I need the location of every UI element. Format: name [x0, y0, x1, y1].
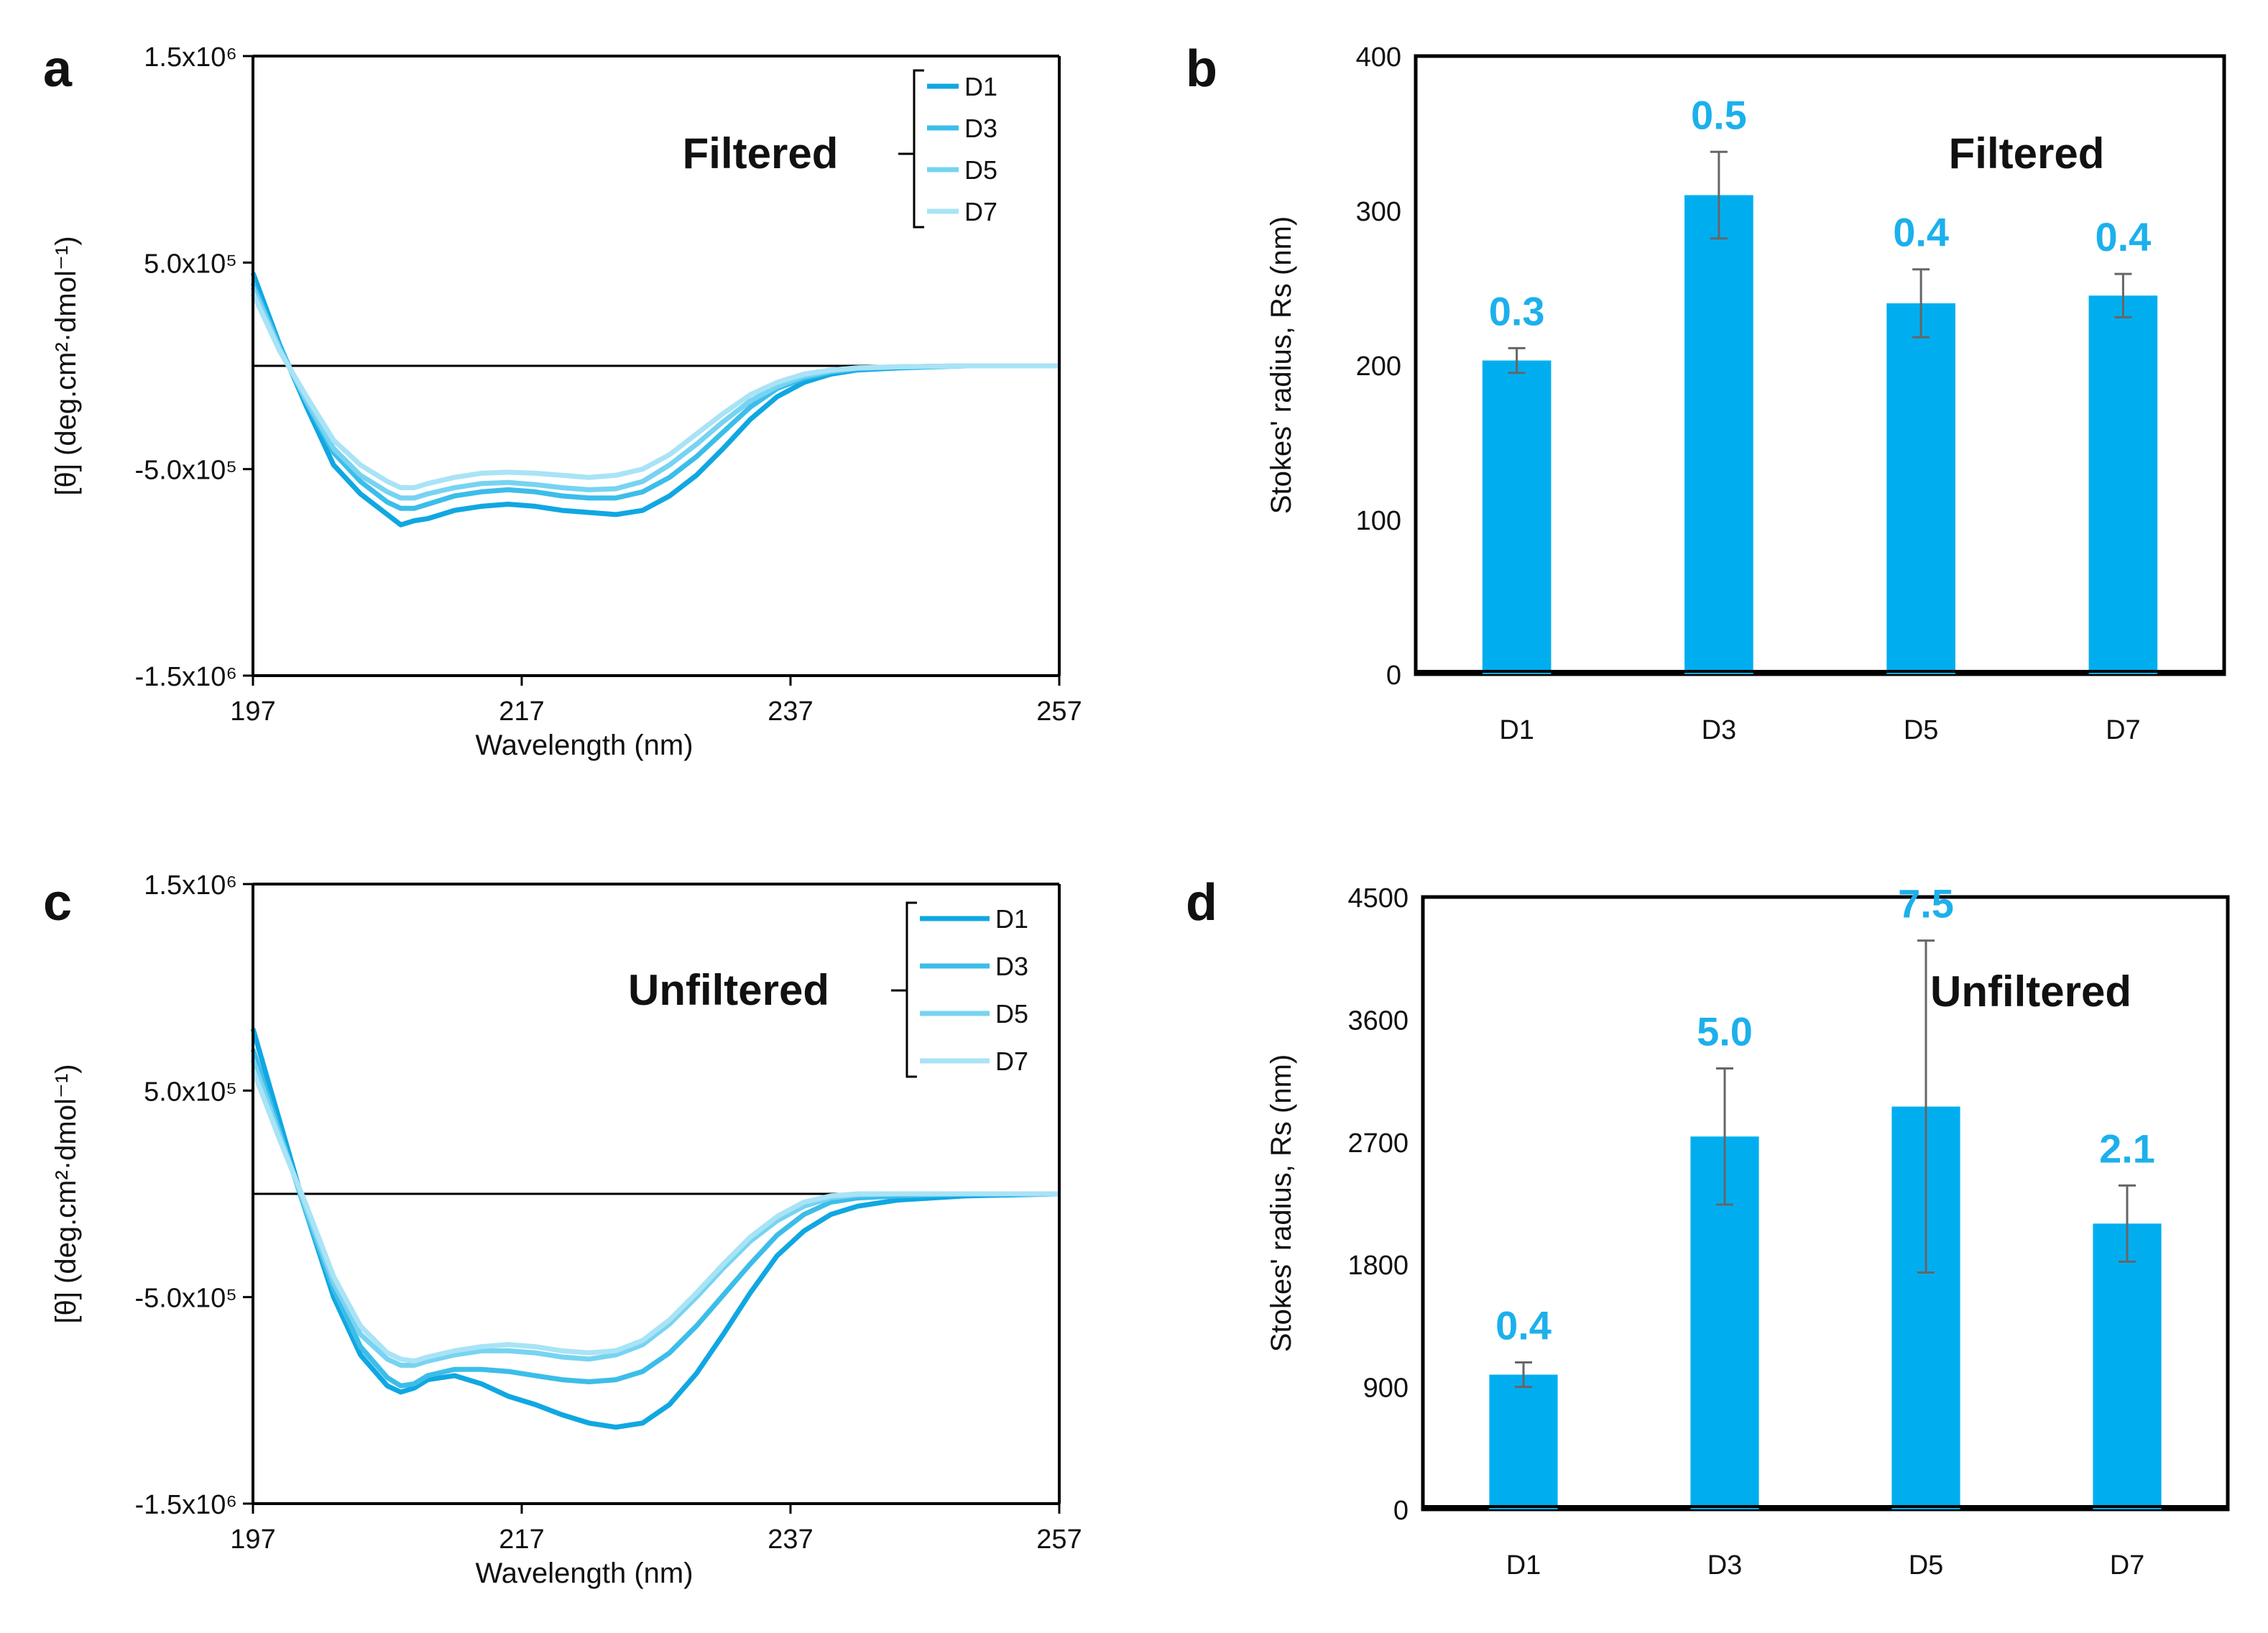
- plot-frame: [1421, 895, 2230, 1512]
- x-tick-label: 197: [230, 1524, 275, 1555]
- bar-value-label: 0.4: [1893, 210, 1949, 255]
- bar-value-label: 0.4: [1495, 1303, 1552, 1348]
- y-tick-label: 2700: [1347, 1128, 1409, 1159]
- y-tick-label: -1.5x10⁶: [135, 1490, 237, 1520]
- bar-value-label: 0.4: [2095, 214, 2151, 259]
- y-tick-label: 200: [1356, 351, 1401, 382]
- y-tick-label: -5.0x10⁵: [135, 456, 238, 486]
- panel-letter: d: [1186, 874, 1217, 932]
- bar-value-label: 0.5: [1691, 92, 1747, 137]
- y-axis-title: [θ] (deg.cm²·dmol⁻¹): [50, 236, 82, 495]
- chart-title: Unfiltered: [628, 966, 829, 1014]
- y-tick-label: -1.5x10⁶: [135, 662, 237, 692]
- chart-a: a 1.5x10⁶ 5.0x10⁵ -5.0x10⁵ -1.5x10⁶ 197 217 237…: [43, 40, 1082, 761]
- x-axis-title: Wavelength (nm): [475, 730, 693, 761]
- bar-d7: [2093, 1223, 2162, 1509]
- bar-value-label: 5.0: [1697, 1009, 1753, 1054]
- y-tick-label: 900: [1363, 1374, 1409, 1404]
- legend-label: D1: [964, 72, 997, 101]
- bar-value-label: 2.1: [2099, 1126, 2155, 1171]
- series-line-d5: [250, 286, 1059, 501]
- y-tick-label: 4500: [1347, 883, 1409, 914]
- y-tick-label: 1.5x10⁶: [144, 870, 237, 901]
- x-tick-label: 257: [1036, 696, 1082, 727]
- bar-d5: [1886, 303, 1955, 674]
- y-tick-label: 5.0x10⁵: [144, 1077, 237, 1107]
- bar-d7: [2088, 295, 2158, 674]
- panel-letter: a: [43, 40, 73, 98]
- x-tick-label: 237: [767, 1524, 813, 1555]
- chart-d: d 0.4 D1 5.0 D3 7.5 D5 2.1 D7 0 900 1800 2700 3600 450…: [1186, 874, 2230, 1581]
- y-tick-label: 5.0x10⁵: [144, 249, 237, 279]
- chart-title: Filtered: [683, 129, 839, 178]
- series-line-d3: [250, 1048, 1059, 1389]
- bar-value-label: 7.5: [1898, 881, 1954, 926]
- legend-label: D5: [995, 999, 1028, 1029]
- series-line-d7: [250, 1069, 1059, 1364]
- legend-label: D7: [964, 197, 997, 226]
- y-tick-label: 300: [1356, 197, 1401, 227]
- y-tick-label: 1800: [1347, 1251, 1409, 1281]
- x-category-label: D5: [1909, 1550, 1944, 1581]
- x-category-label: D5: [1904, 715, 1939, 745]
- x-category-label: D1: [1499, 715, 1534, 745]
- y-axis-title: Stokes' radius, Rs (nm): [1266, 216, 1297, 514]
- x-tick-label: 217: [499, 696, 544, 727]
- bar-d1: [1482, 360, 1552, 674]
- chart-title: Filtered: [1949, 129, 2105, 178]
- x-tick-label: 257: [1036, 1524, 1082, 1555]
- y-tick-label: 0: [1386, 661, 1401, 691]
- plot-frame: [1414, 54, 2226, 676]
- x-category-label: D3: [1707, 1550, 1743, 1581]
- x-category-label: D1: [1506, 1550, 1541, 1581]
- y-tick-label: 400: [1356, 42, 1401, 73]
- y-axis-title: Stokes' radius, Rs (nm): [1266, 1054, 1297, 1352]
- chart-c: c 1.5x10⁶ 5.0x10⁵ -5.0x10⁵ -1.5x10⁶ 197 217 237…: [43, 870, 1082, 1589]
- series-line-d1: [250, 272, 1059, 528]
- legend-label: D3: [964, 114, 997, 143]
- x-category-label: D3: [1702, 715, 1737, 745]
- panel-letter: c: [43, 874, 72, 932]
- bar-d1: [1489, 1374, 1558, 1509]
- series-line-d1: [250, 1028, 1060, 1430]
- chart-b: b 0.3 D1 0.5 D3 0.4 D5 0.4 D7 0 100 200 300 400 Stokes…: [1186, 40, 2226, 745]
- bar-d3: [1684, 195, 1753, 674]
- bar-value-label: 0.3: [1489, 288, 1545, 334]
- x-category-label: D7: [2110, 1550, 2145, 1581]
- legend-label: D3: [995, 952, 1028, 981]
- y-tick-label: 0: [1393, 1496, 1409, 1526]
- y-axis-title: [θ] (deg.cm²·dmol⁻¹): [50, 1064, 82, 1323]
- chart-title: Unfiltered: [1930, 967, 2131, 1016]
- x-category-label: D7: [2106, 715, 2141, 745]
- y-tick-label: 3600: [1347, 1006, 1409, 1036]
- legend-label: D7: [995, 1046, 1028, 1076]
- legend-label: D5: [964, 155, 997, 185]
- y-tick-label: 100: [1356, 506, 1401, 536]
- x-tick-label: 237: [767, 696, 813, 727]
- series-line-d7: [250, 292, 1059, 490]
- x-tick-label: 197: [230, 696, 275, 727]
- legend-label: D1: [995, 904, 1028, 934]
- x-tick-label: 217: [499, 1524, 544, 1555]
- series-line-d5: [250, 1059, 1059, 1368]
- y-tick-label: 1.5x10⁶: [144, 42, 237, 73]
- y-tick-label: -5.0x10⁵: [135, 1284, 238, 1314]
- x-axis-title: Wavelength (nm): [475, 1558, 693, 1589]
- legend-bracket: [913, 69, 924, 229]
- legend-bracket: [905, 901, 917, 1078]
- panel-letter: b: [1186, 40, 1217, 98]
